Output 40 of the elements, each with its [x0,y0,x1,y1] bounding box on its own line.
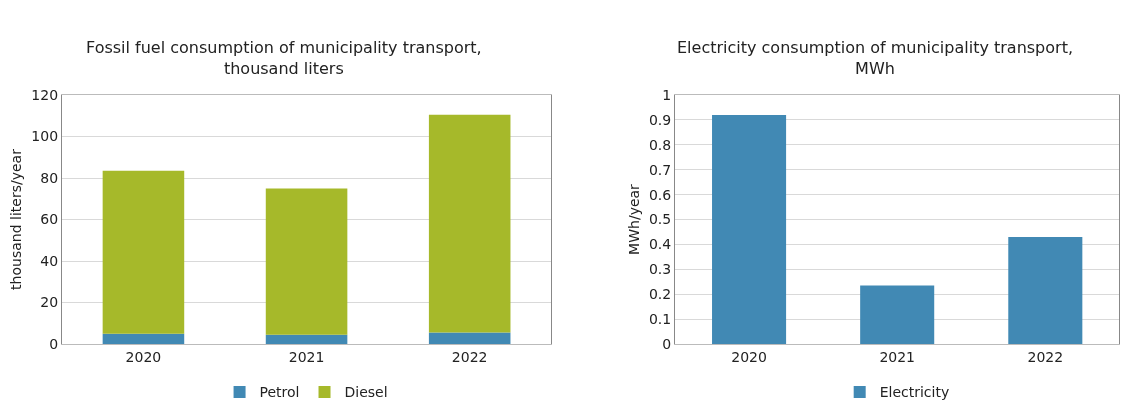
y-tick-label: 0.5 [648,211,672,228]
y-tick-label: 0.4 [648,236,672,253]
y-tick-label: 0.3 [648,261,672,278]
bar [102,333,185,344]
y-axis-title: thousand liters/year [7,148,24,290]
bar [428,332,511,344]
y-tick-label: 60 [40,211,59,228]
legend-label: Petrol [259,384,300,401]
legend-label: Diesel [344,384,388,401]
y-tick-label: 0.8 [648,136,672,153]
x-tick-label: 2022 [1027,348,1064,365]
x-tick-label: 2020 [125,348,162,365]
y-tick-label: 0 [662,335,672,352]
x-tick-label: 2021 [879,348,916,365]
legend-label: Electricity [879,384,950,401]
chart-title: Electricity consumption of municipality transport, MWh [677,38,1073,78]
y-tick-label: 120 [31,86,59,103]
y-tick-label: 0.2 [648,286,672,303]
bar [1008,236,1083,344]
bar [712,114,787,344]
bar [860,285,935,344]
bar [428,114,511,333]
y-tick-label: 0.7 [648,161,672,178]
y-tick-label: 0.6 [648,186,672,203]
y-tick-label: 0.1 [648,311,672,327]
bar [265,188,348,335]
y-tick-label: 1 [662,86,672,103]
y-axis-title: MWh/year [625,183,642,255]
y-tick-label: 100 [31,128,59,145]
bar [102,170,185,334]
x-tick-label: 2021 [288,348,325,365]
y-tick-label: 20 [40,294,59,311]
y-tick-label: 0.9 [648,111,672,128]
chart-title: Fossil fuel consumption of municipality transport, thousand liters [86,38,482,78]
y-tick-label: 0 [49,335,59,352]
bar [265,334,348,344]
x-tick-label: 2022 [451,348,488,365]
y-tick-label: 80 [40,169,59,186]
x-tick-label: 2020 [731,348,767,365]
y-tick-label: 40 [40,252,59,269]
